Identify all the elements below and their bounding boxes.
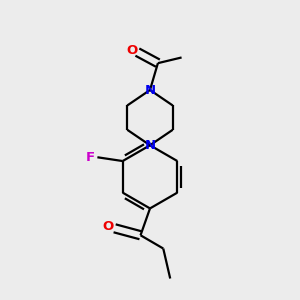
Text: F: F (86, 151, 95, 164)
Text: O: O (126, 44, 137, 57)
Text: N: N (144, 83, 156, 97)
Text: O: O (102, 220, 113, 233)
Text: N: N (144, 139, 156, 152)
